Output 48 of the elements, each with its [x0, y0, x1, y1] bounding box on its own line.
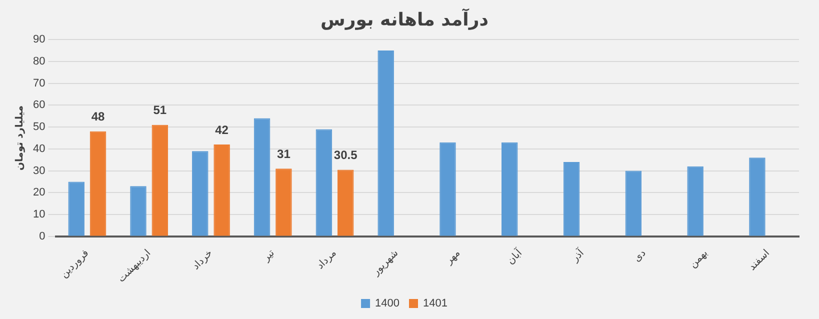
x-tick-label: خرداد [190, 248, 215, 272]
bar [152, 124, 168, 236]
x-tick-label: مرداد [314, 248, 339, 272]
y-tick-label: 30 [32, 164, 46, 177]
bar [563, 162, 580, 236]
bar [90, 131, 106, 236]
y-tick-label: 0 [39, 230, 46, 242]
bar [502, 142, 518, 236]
bar [749, 158, 766, 236]
x-tick-label: آبان [504, 246, 526, 267]
x-tick-label: تیر [260, 248, 277, 264]
x-tick-label: مهر [443, 248, 463, 268]
bar [68, 182, 84, 236]
bar [378, 50, 394, 236]
data-label: 42 [215, 122, 229, 137]
data-label: 51 [153, 103, 167, 118]
x-tick-label: اردیبهشت [116, 248, 154, 285]
bar [337, 170, 354, 236]
y-tick-label: 20 [32, 186, 46, 199]
bar [440, 142, 456, 236]
bar [192, 151, 208, 236]
y-tick-label: 10 [32, 208, 46, 221]
y-axis-title: میلیارد تومان [14, 105, 26, 171]
x-tick-label: دی [632, 248, 648, 264]
data-label: 48 [91, 110, 106, 124]
y-tick-label: 60 [32, 99, 46, 112]
x-tick-label: فروردین [58, 248, 92, 280]
y-tick-label: 40 [32, 142, 46, 155]
y-tick-label: 90 [32, 34, 46, 46]
bar [687, 166, 704, 236]
data-label: 30.5 [334, 148, 358, 162]
data-label: 31 [277, 146, 291, 161]
chart-title: درآمد ماهانه بورس [320, 7, 488, 30]
x-tick-label: شهریور [370, 248, 401, 278]
x-tick-label: آذر [568, 246, 588, 265]
y-tick-label: 80 [32, 55, 46, 68]
x-tick-label: اسفند [746, 248, 772, 273]
bar [254, 118, 270, 236]
legend-label: 1400 [375, 298, 400, 310]
y-tick-label: 50 [32, 121, 46, 134]
bar [214, 144, 230, 236]
bar [276, 168, 292, 236]
bar [316, 129, 332, 236]
bar [625, 170, 642, 236]
x-tick-label: بهمن [688, 248, 710, 270]
legend-label: 1401 [423, 298, 448, 310]
y-tick-label: 70 [32, 77, 46, 90]
bar [130, 186, 146, 236]
